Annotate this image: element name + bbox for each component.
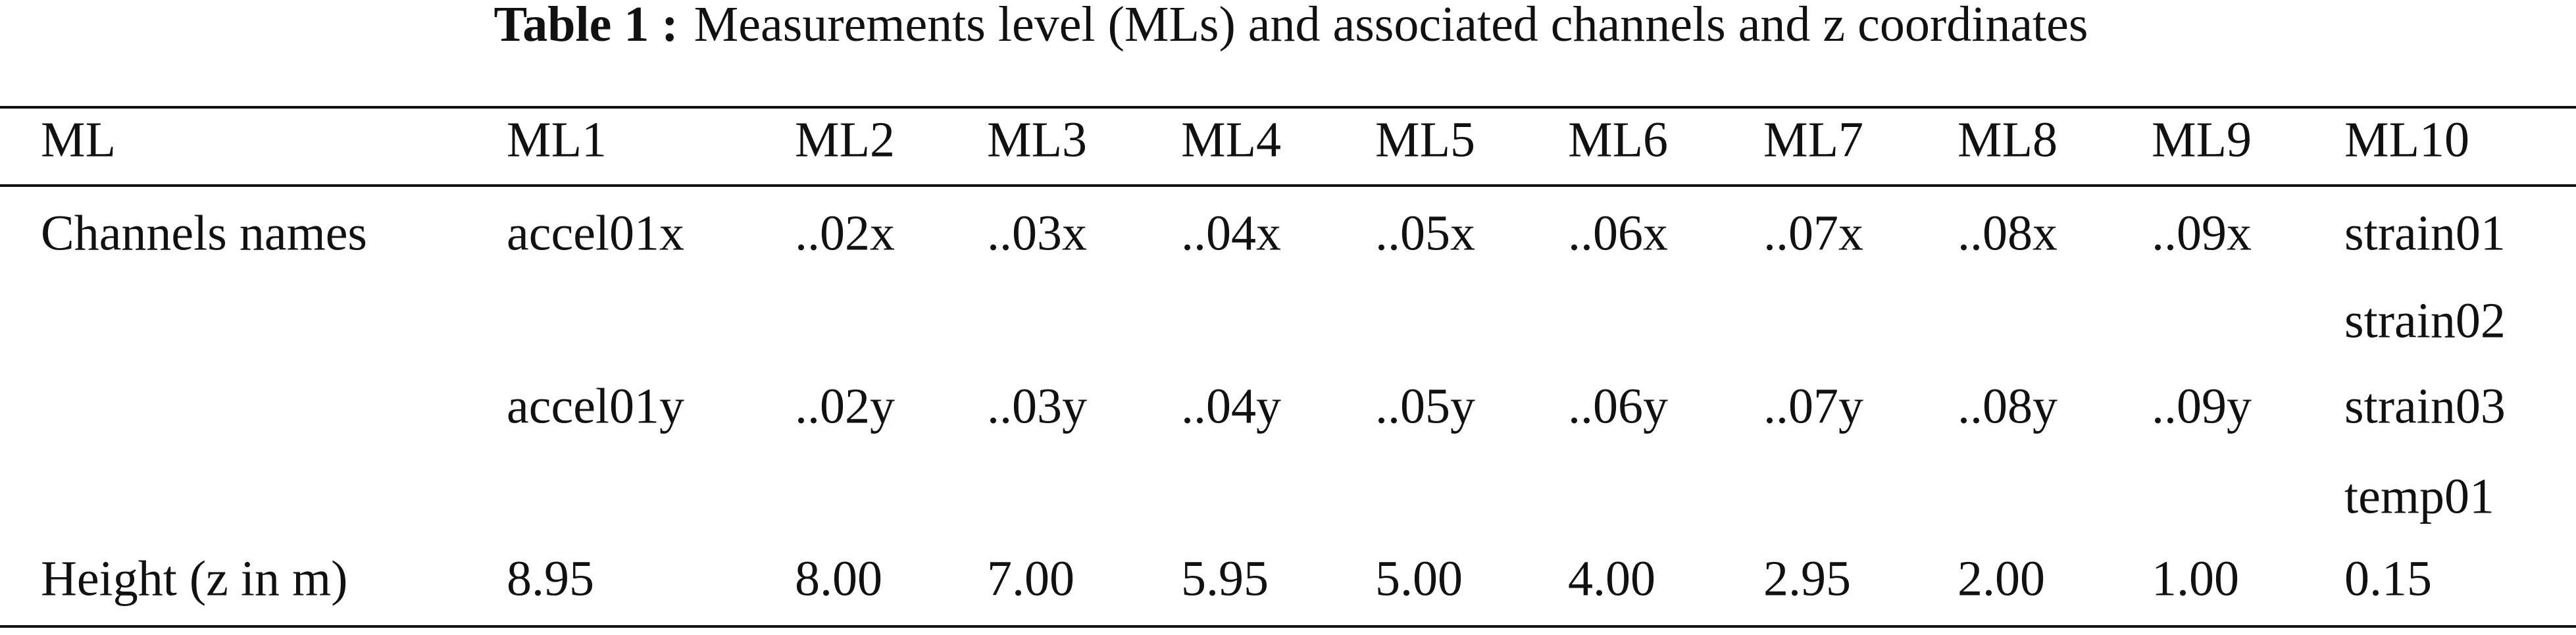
header-cell: ML3 bbox=[987, 112, 1087, 167]
table-cell: ..04x bbox=[1181, 205, 1281, 261]
table-cell: strain03 bbox=[2344, 378, 2506, 434]
table-cell: ..05y bbox=[1375, 378, 1475, 434]
header-cell: ML5 bbox=[1375, 112, 1475, 167]
table-cell: ..03x bbox=[987, 205, 1087, 261]
table-cell: 8.95 bbox=[507, 551, 594, 606]
header-cell: ML bbox=[41, 112, 116, 167]
table-cell: 1.00 bbox=[2152, 551, 2239, 606]
table-cell: ..07y bbox=[1763, 378, 1863, 434]
header-cell: ML9 bbox=[2152, 112, 2252, 167]
table-cell: ..09x bbox=[2152, 205, 2252, 261]
table-cell: accel01x bbox=[507, 205, 684, 261]
header-cell: ML4 bbox=[1181, 112, 1281, 167]
header-cell: ML8 bbox=[1957, 112, 2058, 167]
table-cell: ..06y bbox=[1568, 378, 1668, 434]
table-cell: ..02y bbox=[795, 378, 895, 434]
table-cell: accel01y bbox=[507, 378, 684, 434]
table-cell: 8.00 bbox=[795, 551, 882, 606]
table-cell: ..08y bbox=[1957, 378, 2058, 434]
table-cell: ..09y bbox=[2152, 378, 2252, 434]
table-cell: 2.95 bbox=[1763, 551, 1851, 606]
table-cell: ..08x bbox=[1957, 205, 2058, 261]
table-body: ML ML1 ML2 ML3 ML4 ML5 ML6 ML7 ML8 ML9 ML10 Channel… bbox=[41, 112, 2506, 606]
table-cell: 2.00 bbox=[1957, 551, 2045, 606]
table-cell: ..04y bbox=[1181, 378, 1281, 434]
caption-label: Table 1 : bbox=[494, 0, 678, 52]
table-cell: ..02x bbox=[795, 205, 895, 261]
table-cell: Height (z in m) bbox=[41, 551, 347, 606]
table-cell: 0.15 bbox=[2344, 551, 2432, 606]
table-cell: Channels names bbox=[41, 205, 367, 261]
table-cell: ..03y bbox=[987, 378, 1087, 434]
table-cell: ..06x bbox=[1568, 205, 1668, 261]
table-cell: strain01 bbox=[2344, 205, 2506, 261]
table-cell: temp01 bbox=[2344, 469, 2494, 524]
table-cell: 5.00 bbox=[1375, 551, 1463, 606]
header-cell: ML7 bbox=[1763, 112, 1863, 167]
caption-text: Measurements level (MLs) and associated … bbox=[694, 0, 2088, 52]
table-cell: ..05x bbox=[1375, 205, 1475, 261]
header-cell: ML6 bbox=[1568, 112, 1668, 167]
table-cell: 4.00 bbox=[1568, 551, 1655, 606]
caption: Table 1 : Measurements level (MLs) and as… bbox=[494, 0, 2088, 52]
header-cell: ML10 bbox=[2344, 112, 2469, 167]
table-cell: ..07x bbox=[1763, 205, 1863, 261]
table-cell: strain02 bbox=[2344, 293, 2506, 348]
table-cell: 7.00 bbox=[987, 551, 1074, 606]
table-cell: 5.95 bbox=[1181, 551, 1269, 606]
header-cell: ML1 bbox=[507, 112, 607, 167]
header-cell: ML2 bbox=[795, 112, 895, 167]
